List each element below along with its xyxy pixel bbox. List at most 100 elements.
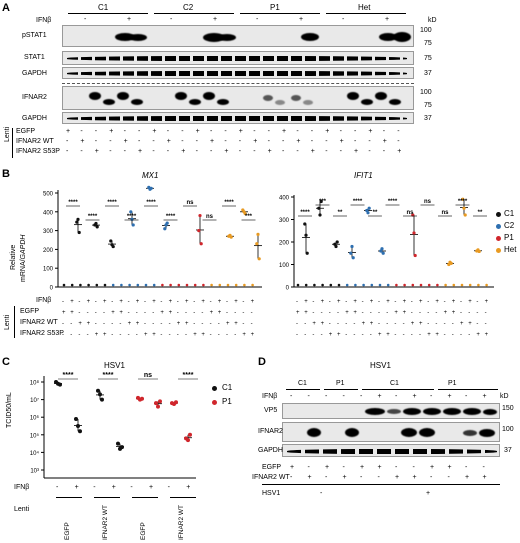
legend-b-dot-C1 [496, 212, 501, 217]
b-sign-r-3-22: + [476, 332, 480, 338]
lenti-sign-a-2-23: + [397, 148, 402, 155]
lenti-sign-a-2-21: - [368, 148, 371, 155]
b-right-point-2-2 [335, 240, 339, 244]
b-sign-l-1-23: - [250, 310, 253, 316]
b-sign-r-3-20: - [460, 332, 462, 338]
b-sign-r-3-17: + [435, 332, 439, 338]
c-point-2-1 [98, 392, 102, 397]
lenti-sign-a-0-15: + [282, 128, 287, 135]
b-right-base-10 [378, 283, 382, 287]
b-sign-l-1-6: + [111, 310, 115, 316]
lenti-sign-a-2-3: - [109, 148, 112, 155]
b-sign-l-1-4: - [94, 310, 97, 316]
d-line-3 [362, 389, 434, 390]
lenti-sign-a-2-19: - [339, 148, 342, 155]
b-sign-r-2-0: - [296, 321, 298, 327]
b-sign-l-2-12: - [160, 321, 163, 327]
b-left-base-4 [95, 283, 99, 287]
b-sign-l-0-4: - [94, 299, 97, 305]
lenti-sign-a-1-0: - [66, 138, 69, 145]
lenti-sign-a-0-9: + [195, 128, 200, 135]
d-ifnb-sign-2: - [325, 393, 328, 400]
d-wt-sign-6: + [395, 474, 400, 481]
b-left-sig-8: **** [224, 200, 234, 206]
b-sign-l-1-5: - [103, 310, 105, 316]
b-sign-r-0-9: + [369, 299, 374, 305]
d-marker-100: 100 [502, 426, 514, 433]
b-left-base-20 [226, 283, 230, 287]
d-group-p1a: P1 [336, 380, 345, 387]
d-line-1 [286, 389, 320, 390]
c-lenti-group-2: EGFP [140, 522, 147, 540]
b-left-sig-6: ns [186, 200, 194, 206]
d-row-vp5: VP5 [264, 407, 278, 414]
b-sign-r-1-19: + [451, 310, 456, 316]
blot-ifnar2-a [62, 86, 414, 110]
b-sign-l-0-10: - [144, 299, 146, 305]
d-ifnb-sign-4: - [360, 393, 363, 400]
lenti-sign-a-1-6: - [152, 138, 155, 145]
b-sign-l-0-9: + [135, 299, 140, 305]
b-right-sig-8: ns [441, 210, 449, 216]
c-ifnb-sign-6: - [167, 484, 170, 491]
b-sign-r-0-2: - [312, 299, 315, 305]
b-sign-r-0-15: + [419, 299, 423, 305]
blot-pstat1 [62, 25, 414, 47]
row-label-pstat1: pSTAT1 [22, 32, 47, 39]
b-sign-r-1-18: + [443, 310, 448, 316]
b-sign-r-0-6: - [345, 299, 348, 305]
b-sign-r-1-22: - [476, 310, 479, 316]
b-right-sig-7: ns [424, 199, 432, 205]
b-right-base-23 [485, 283, 488, 287]
d-line-4 [438, 389, 498, 390]
lenti-sign-a-2-10: - [210, 148, 213, 155]
b-sign-r-0-12: - [394, 299, 397, 305]
b-left-base-2 [79, 283, 82, 287]
b-sign-r-1-0: + [296, 310, 300, 316]
b-sign-r-0-14: - [410, 299, 413, 305]
b-sign-r-0-5: + [337, 299, 341, 305]
b-sign-l-1-11: - [152, 310, 155, 316]
lenti-sign-a-0-23: - [397, 128, 400, 135]
blot-gapdh-a1 [62, 67, 414, 79]
b-sign-r-3-0: - [296, 332, 298, 338]
b-right-base-19 [452, 283, 456, 287]
b-sign-l-2-9: + [135, 321, 140, 327]
blot-stat1 [62, 51, 414, 65]
ifnb-sign-a-5: + [299, 16, 304, 23]
gene-label-mx1: MX1 [142, 171, 159, 180]
lenti-sign-a-2-1: - [80, 148, 83, 155]
group-label-c1: C1 [98, 3, 109, 12]
lenti-label-b: Lenti [4, 314, 11, 330]
d-group-p1b: P1 [448, 380, 457, 387]
b-row-s53p: IFNAR2 S53P [20, 330, 64, 337]
lenti-sign-a-0-0: + [66, 128, 71, 135]
c-lenti-label: Lenti [14, 506, 30, 513]
b-sign-r-1-14: - [410, 310, 413, 316]
b-sign-r-1-6: + [345, 310, 349, 316]
title-d: HSV1 [370, 361, 391, 370]
b-sign-l-1-18: + [209, 310, 214, 316]
b-sign-r-3-9: - [369, 332, 372, 338]
d-hsv-plus: + [426, 490, 431, 497]
b-sign-r-0-1: + [304, 299, 308, 305]
b-right-sig-4: ** [373, 210, 378, 216]
lenti-sign-a-1-13: + [253, 138, 258, 145]
lenti-egfp-label-a: EGFP [16, 128, 36, 135]
d-marker-150: 150 [502, 405, 514, 412]
lenti-sign-a-1-5: - [138, 138, 141, 145]
d-ifnb-sign-9: + [447, 393, 452, 400]
b-sign-l-3-19: - [217, 332, 220, 338]
group-label-het: Het [358, 3, 371, 12]
b-left-base-17 [202, 283, 205, 287]
b-sign-l-2-18: - [209, 321, 212, 327]
d-wt-sign-9: - [447, 474, 450, 481]
b-sign-l-1-9: - [135, 310, 138, 316]
marker-37-a1: 37 [424, 70, 432, 77]
d-wt-sign-1: + [307, 474, 312, 481]
marker-75-a3: 75 [424, 102, 432, 109]
b-sign-l-2-7: - [119, 321, 122, 327]
c-lenti-line-0 [56, 497, 82, 498]
lenti-sign-a-0-17: - [310, 128, 314, 135]
lenti-sign-a-1-17: - [310, 138, 314, 145]
